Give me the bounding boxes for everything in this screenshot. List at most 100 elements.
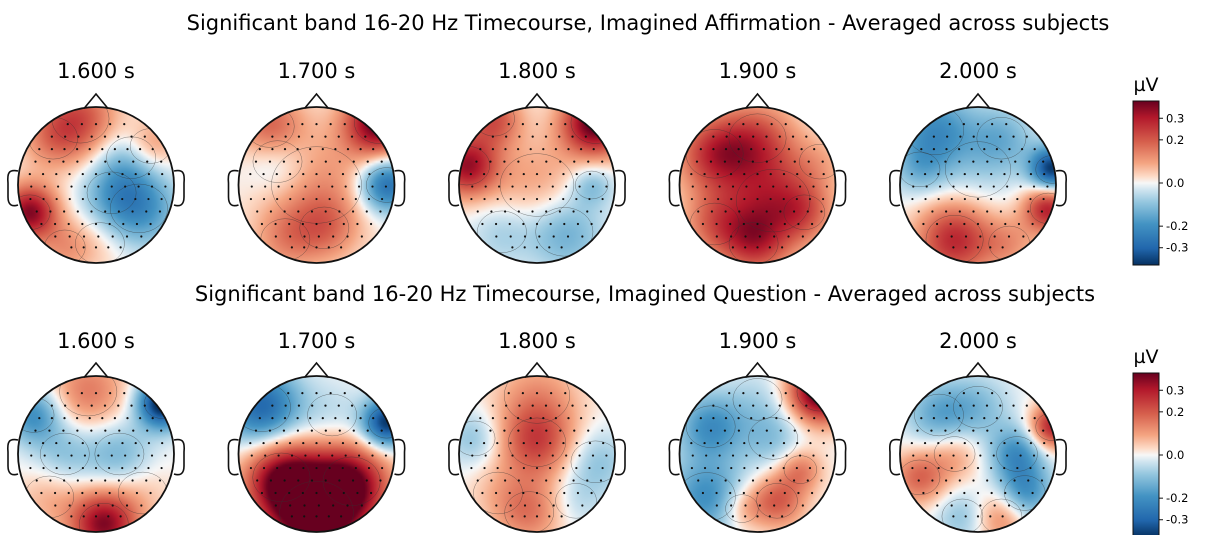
sensor-dot [521,123,524,126]
sensor-dot [342,491,345,495]
sensor-dot [559,429,562,432]
sensor-dot [164,454,167,457]
sensor-dot [50,417,54,420]
sensor-dot [1004,491,1007,495]
time-label: 1.600 s [57,329,135,353]
left-ear-outline [227,169,239,207]
sensor-dot [143,404,146,407]
sensor-dot [565,185,568,188]
sensor-dot [321,148,324,151]
sensor-dot [730,197,733,201]
sensor-dot [592,148,595,151]
sensor-dot [1032,185,1036,188]
sensor-dot [962,123,965,126]
sensor-dot [109,123,112,126]
sensor-dot [916,160,919,163]
sensor-dot [271,404,274,407]
sensor-dot [76,148,79,151]
sensor-dot [81,172,84,176]
topomap-heat [238,107,395,263]
sensor-dot [999,479,1002,482]
sensor-dot [297,404,301,407]
sensor-dot [41,172,45,176]
sensor-dot [108,172,111,176]
contour-line [535,207,594,257]
sensor-dot [952,246,955,249]
sensor-dot [810,222,814,226]
colorbar-tick-label: 0.3 [1166,111,1184,125]
sensor-dot [147,172,151,176]
sensor-dot [950,504,953,507]
sensor-dot [599,479,603,482]
sensor-dot [535,246,539,249]
sensor-dot [1005,392,1008,395]
sensor-dot [567,417,570,420]
sensor-dot [64,404,67,407]
sensor-dot [311,135,314,138]
sensor-dot [338,210,341,213]
sensor-dot [351,210,355,213]
sensor-dot [509,504,512,507]
sensor-dot [68,504,71,507]
sensor-dot [77,135,80,138]
sensor-dot [756,197,759,201]
sensor-dot [505,404,508,407]
sensor-dot [274,504,277,507]
sensor-dot [288,222,291,226]
sensor-dot [264,185,267,188]
sensor-dot [756,172,759,176]
contour-line [39,432,90,476]
sensor-dot [134,172,137,176]
sensor-dot [758,235,761,238]
sensor-dot [999,404,1002,407]
sensor-dot [332,235,335,238]
sensor-dot [931,479,934,482]
sensor-dot [922,222,925,226]
sensor-dot [769,172,772,176]
colorbar-tick-label: 0.3 [1166,383,1184,397]
sensor-dot [821,197,825,201]
sensor-dot [359,148,362,151]
sensor-dot [1022,235,1025,238]
sensor-dot [535,392,539,395]
sensor-dot [558,404,561,407]
sensor-dot [317,235,320,238]
sensor-dot [731,454,735,457]
sensor-dot [964,246,967,249]
sensor-dot [108,441,111,445]
sensor-dot [109,392,112,395]
sensor-dot [579,148,583,151]
sensor-dot [522,222,525,226]
sensor-dot [781,515,784,518]
affirmation-row: Significant band 16-20 Hz Timecourse, Im… [6,11,1188,266]
sensor-dot [964,235,968,238]
sensor-dot [470,466,473,470]
contour-line [900,151,941,188]
sensor-dot [806,479,809,482]
sensor-dot [352,160,355,163]
sensor-dot [963,491,966,495]
sensor-dot [490,210,493,213]
sensor-dot [591,454,595,457]
sensor-dot [773,235,776,238]
sensor-dot [97,454,100,457]
sensor-dot [1003,172,1006,176]
sensor-dot [742,491,745,495]
topomap-affirmation-3: 1.900 s [668,59,847,264]
topomap-question-4: 2.000 s [888,329,1068,533]
sensor-dot [76,479,79,482]
sensor-dot [146,160,149,163]
sensor-dot [55,441,58,445]
sensor-dot [310,160,313,163]
sensor-dot [995,417,998,420]
sensor-dot [724,210,727,213]
sensor-dot [939,185,942,188]
sensor-dot [505,135,508,138]
sensor-dot [517,160,520,163]
sensor-dot [769,441,772,445]
sensor-dot [737,148,740,151]
nose-outline [744,92,771,110]
sensor-dot [1016,466,1019,470]
sensor-dot [68,466,71,470]
time-label: 2.000 s [939,59,1017,83]
